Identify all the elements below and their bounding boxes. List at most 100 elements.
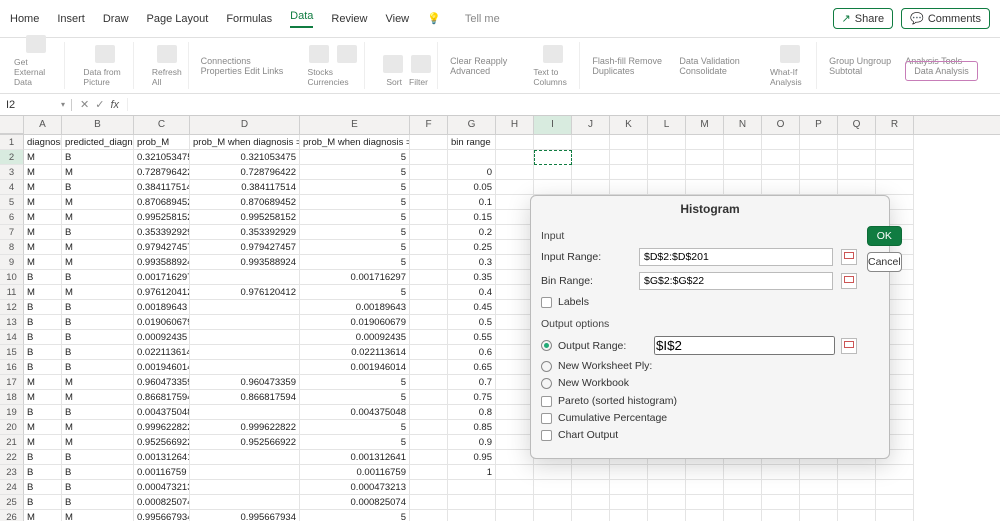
cell[interactable] xyxy=(686,180,724,195)
cell[interactable]: 0.001946014 xyxy=(134,360,190,375)
row-header[interactable]: 2 xyxy=(0,150,24,165)
cell[interactable] xyxy=(572,150,610,165)
column-header-C[interactable]: C xyxy=(134,116,190,134)
ribbon-consolidate[interactable]: Consolidate xyxy=(679,66,727,76)
cell[interactable]: 0.866817594 xyxy=(190,390,300,405)
cell[interactable] xyxy=(838,165,876,180)
column-header-G[interactable]: G xyxy=(448,116,496,134)
cell[interactable]: 0.00189643 xyxy=(300,300,410,315)
row-header[interactable]: 18 xyxy=(0,390,24,405)
cell[interactable] xyxy=(496,255,534,270)
cell[interactable] xyxy=(534,495,572,510)
cell[interactable]: 0.001716297 xyxy=(300,270,410,285)
cell[interactable]: M xyxy=(62,390,134,405)
cell[interactable]: B xyxy=(62,495,134,510)
column-header-L[interactable]: L xyxy=(648,116,686,134)
cell[interactable] xyxy=(410,420,448,435)
ok-button[interactable]: OK xyxy=(867,226,902,246)
cell[interactable]: B xyxy=(62,150,134,165)
cell[interactable] xyxy=(800,150,838,165)
cancel-button[interactable]: Cancel xyxy=(867,252,902,272)
cell[interactable] xyxy=(190,345,300,360)
cell[interactable] xyxy=(762,150,800,165)
cell[interactable]: 0.55 xyxy=(448,330,496,345)
cell[interactable]: 5 xyxy=(300,150,410,165)
cell[interactable] xyxy=(648,135,686,150)
cell[interactable] xyxy=(496,450,534,465)
ribbon-ungroup[interactable]: Ungroup xyxy=(857,56,892,66)
ribbon-what-if[interactable]: What-If Analysis xyxy=(764,42,817,89)
cell[interactable] xyxy=(648,495,686,510)
new-workbook-radio[interactable] xyxy=(541,378,552,389)
column-header-E[interactable]: E xyxy=(300,116,410,134)
cell[interactable]: 0.9 xyxy=(448,435,496,450)
cell[interactable] xyxy=(410,285,448,300)
cell[interactable] xyxy=(410,150,448,165)
cell[interactable]: 0.00092435 xyxy=(300,330,410,345)
cell[interactable] xyxy=(648,480,686,495)
row-header[interactable]: 25 xyxy=(0,495,24,510)
cell[interactable] xyxy=(838,180,876,195)
cell[interactable] xyxy=(410,270,448,285)
cell[interactable] xyxy=(534,465,572,480)
menu-review[interactable]: Review xyxy=(331,13,367,25)
cell[interactable]: M xyxy=(24,255,62,270)
cell[interactable]: M xyxy=(24,195,62,210)
cell[interactable] xyxy=(496,495,534,510)
cell[interactable]: 0.004375048 xyxy=(300,405,410,420)
cell[interactable] xyxy=(190,405,300,420)
cell[interactable]: M xyxy=(62,420,134,435)
cell[interactable]: 0.979427457 xyxy=(134,240,190,255)
cell[interactable]: M xyxy=(24,285,62,300)
cell[interactable] xyxy=(724,150,762,165)
row-header[interactable]: 12 xyxy=(0,300,24,315)
cell[interactable] xyxy=(496,315,534,330)
cell[interactable]: M xyxy=(24,210,62,225)
cell[interactable] xyxy=(496,480,534,495)
menu-page-layout[interactable]: Page Layout xyxy=(147,13,209,25)
cell[interactable]: M xyxy=(24,165,62,180)
cell[interactable]: M xyxy=(24,180,62,195)
cell[interactable] xyxy=(410,255,448,270)
cell[interactable] xyxy=(762,495,800,510)
cell[interactable]: B xyxy=(24,465,62,480)
cell[interactable] xyxy=(190,360,300,375)
cell[interactable] xyxy=(648,165,686,180)
column-header-F[interactable]: F xyxy=(410,116,448,134)
cell[interactable] xyxy=(410,240,448,255)
column-header-B[interactable]: B xyxy=(62,116,134,134)
cell[interactable] xyxy=(648,465,686,480)
cell[interactable] xyxy=(496,510,534,521)
cell[interactable]: B xyxy=(62,180,134,195)
cell[interactable]: 0.019060679 xyxy=(300,315,410,330)
cell[interactable]: 0.25 xyxy=(448,240,496,255)
cell[interactable]: 0.384117514 xyxy=(134,180,190,195)
cell[interactable]: B xyxy=(24,450,62,465)
cell[interactable] xyxy=(410,435,448,450)
cell[interactable] xyxy=(724,165,762,180)
cell[interactable]: 5 xyxy=(300,420,410,435)
row-header[interactable]: 17 xyxy=(0,375,24,390)
cell[interactable] xyxy=(190,330,300,345)
column-header-I[interactable]: I xyxy=(534,116,572,134)
ribbon-advanced[interactable]: Advanced xyxy=(450,66,490,76)
cell[interactable]: M xyxy=(24,390,62,405)
ribbon-edit-links[interactable]: Edit Links xyxy=(244,66,283,76)
row-header[interactable]: 8 xyxy=(0,240,24,255)
cell[interactable] xyxy=(686,495,724,510)
cell[interactable] xyxy=(534,165,572,180)
bin-range-picker-icon[interactable] xyxy=(841,273,857,289)
cell[interactable] xyxy=(190,450,300,465)
column-header-A[interactable]: A xyxy=(24,116,62,134)
row-header[interactable]: 20 xyxy=(0,420,24,435)
cell[interactable]: M xyxy=(24,435,62,450)
cell[interactable]: B xyxy=(24,345,62,360)
cell[interactable] xyxy=(496,300,534,315)
cell[interactable]: M xyxy=(24,375,62,390)
cell[interactable]: 0.1 xyxy=(448,195,496,210)
cell[interactable]: M xyxy=(62,285,134,300)
column-header-P[interactable]: P xyxy=(800,116,838,134)
cell[interactable] xyxy=(762,135,800,150)
input-range-picker-icon[interactable] xyxy=(841,249,857,265)
cell[interactable] xyxy=(190,300,300,315)
